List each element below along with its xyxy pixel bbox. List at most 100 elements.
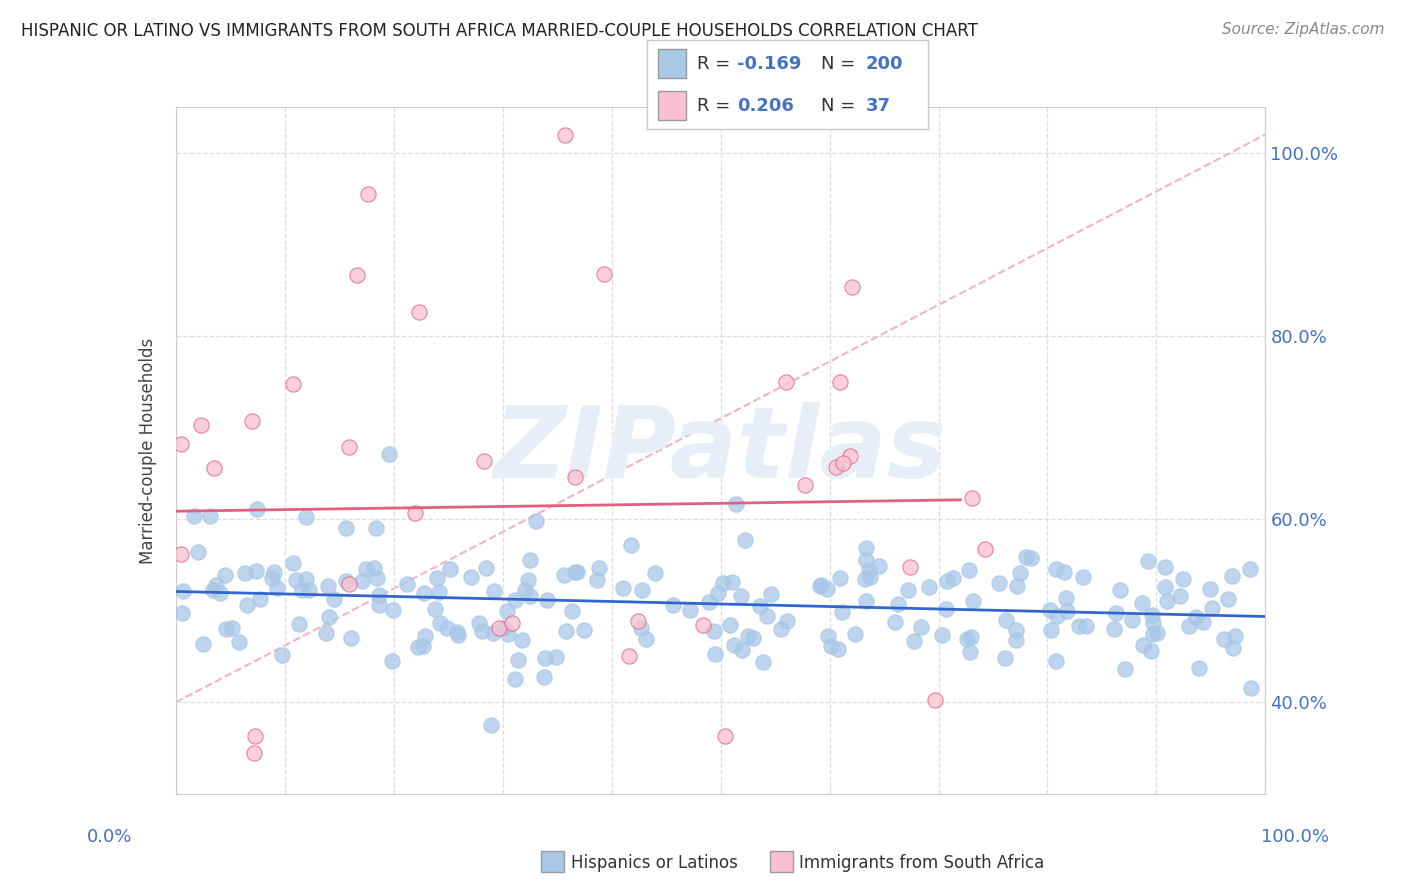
Point [295,572,318,586]
Point [366,571,388,585]
Point [413,586,436,600]
Point [1021,550,1043,565]
Point [318,610,340,624]
Point [233,566,256,580]
Point [1005,580,1028,594]
Point [1137,553,1160,567]
Point [617,648,640,663]
Point [205,577,228,591]
Point [496,627,519,641]
Point [524,515,547,529]
Point [183,509,205,524]
Point [630,621,652,635]
Point [1156,594,1178,608]
Point [412,640,434,654]
Point [831,605,853,619]
Point [404,506,426,520]
Point [1139,644,1161,658]
Point [284,574,307,588]
Point [1140,607,1163,622]
Text: N =: N = [821,96,860,115]
Point [447,628,470,642]
Point [793,478,815,492]
Point [564,470,586,484]
Point [291,582,314,597]
Point [962,593,984,607]
Point [960,491,983,505]
Point [1004,624,1026,638]
Text: N =: N = [821,54,860,73]
Point [271,648,294,662]
Point [337,577,360,591]
Point [1240,681,1263,695]
Point [630,582,652,597]
Point [619,537,641,551]
Point [368,598,391,612]
Point [1239,562,1261,576]
Point [917,580,939,594]
Point [481,717,503,731]
Point [1014,549,1036,564]
Point [515,583,537,598]
Point [170,437,193,451]
Text: HISPANIC OR LATINO VS IMMIGRANTS FROM SOUTH AFRICA MARRIED-COUPLE HOUSEHOLDS COR: HISPANIC OR LATINO VS IMMIGRANTS FROM SO… [21,22,979,40]
Point [187,545,209,559]
Point [1130,596,1153,610]
Point [1121,614,1143,628]
Point [636,632,658,646]
Text: Immigrants from South Africa: Immigrants from South Africa [799,854,1043,871]
Point [844,627,866,641]
Point [1067,618,1090,632]
Point [756,609,779,624]
Point [396,577,419,591]
Point [868,558,890,573]
Point [1132,638,1154,652]
Point [337,440,360,454]
Point [1153,560,1175,574]
Point [508,653,530,667]
Point [1105,606,1128,620]
Point [1222,640,1244,655]
Point [565,566,588,580]
Point [886,597,908,611]
Point [488,622,510,636]
Point [170,547,193,561]
Point [471,624,494,638]
Point [475,560,498,574]
Point [1040,623,1063,637]
Point [1010,566,1032,580]
Point [408,305,430,319]
Point [1173,572,1195,586]
Point [703,624,725,639]
Point [555,624,578,638]
Point [627,614,650,628]
Point [221,621,243,635]
Point [924,692,946,706]
Point [1005,632,1028,647]
FancyBboxPatch shape [658,91,686,120]
Point [815,582,838,596]
Point [242,746,264,760]
Point [245,564,267,578]
Point [572,623,595,637]
Point [249,592,271,607]
Point [731,643,754,657]
Point [825,459,848,474]
Point [492,621,515,635]
Point [519,552,541,566]
Point [586,573,609,587]
Point [723,638,745,652]
Point [561,604,583,618]
Point [718,618,741,632]
FancyBboxPatch shape [658,49,686,78]
Point [1056,604,1078,618]
Point [1185,609,1208,624]
Point [568,838,591,852]
Point [661,598,683,612]
Point [769,622,792,636]
Point [730,589,752,603]
Point [593,268,616,282]
Point [855,593,877,607]
Point [1054,591,1077,605]
Point [761,587,783,601]
